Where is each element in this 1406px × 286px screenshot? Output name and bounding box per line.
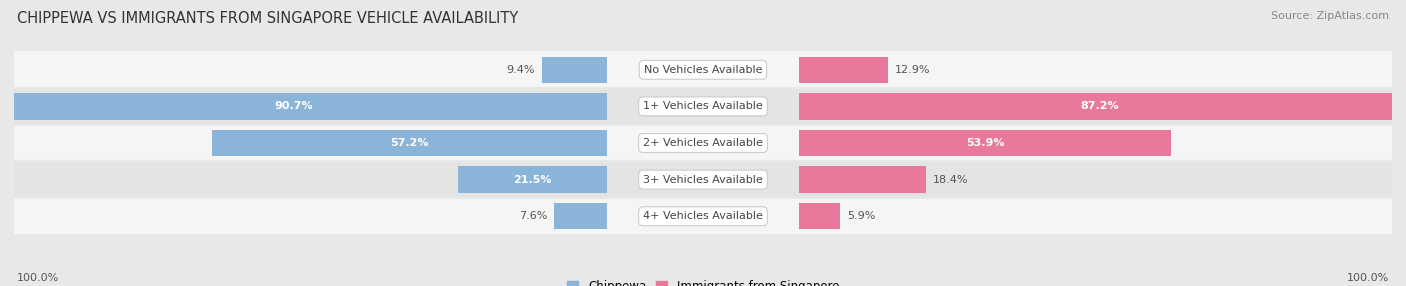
Bar	[800, 93, 1400, 120]
Bar	[554, 203, 606, 229]
Text: 21.5%: 21.5%	[513, 175, 551, 184]
Bar	[458, 166, 606, 193]
Text: 3+ Vehicles Available: 3+ Vehicles Available	[643, 175, 763, 184]
Bar	[541, 57, 606, 83]
Text: 18.4%: 18.4%	[934, 175, 969, 184]
Text: 100.0%: 100.0%	[1347, 273, 1389, 283]
Bar	[14, 125, 1392, 161]
Bar	[212, 130, 606, 156]
Text: 12.9%: 12.9%	[896, 65, 931, 75]
Text: 100.0%: 100.0%	[17, 273, 59, 283]
Legend: Chippewa, Immigrants from Singapore: Chippewa, Immigrants from Singapore	[562, 276, 844, 286]
Text: No Vehicles Available: No Vehicles Available	[644, 65, 762, 75]
Text: 5.9%: 5.9%	[846, 211, 876, 221]
Bar	[0, 93, 606, 120]
Bar	[800, 203, 841, 229]
Text: CHIPPEWA VS IMMIGRANTS FROM SINGAPORE VEHICLE AVAILABILITY: CHIPPEWA VS IMMIGRANTS FROM SINGAPORE VE…	[17, 11, 519, 26]
Text: 53.9%: 53.9%	[966, 138, 1004, 148]
Text: 90.7%: 90.7%	[274, 102, 314, 111]
Bar	[14, 198, 1392, 235]
Bar	[14, 161, 1392, 198]
Text: 57.2%: 57.2%	[391, 138, 429, 148]
Text: 7.6%: 7.6%	[519, 211, 547, 221]
Bar	[14, 51, 1392, 88]
Bar	[800, 130, 1171, 156]
Text: 1+ Vehicles Available: 1+ Vehicles Available	[643, 102, 763, 111]
Bar	[800, 166, 927, 193]
Text: 2+ Vehicles Available: 2+ Vehicles Available	[643, 138, 763, 148]
Bar	[14, 88, 1392, 125]
Text: 4+ Vehicles Available: 4+ Vehicles Available	[643, 211, 763, 221]
Text: Source: ZipAtlas.com: Source: ZipAtlas.com	[1271, 11, 1389, 21]
Text: 9.4%: 9.4%	[506, 65, 534, 75]
Bar	[800, 57, 889, 83]
Text: 87.2%: 87.2%	[1081, 102, 1119, 111]
